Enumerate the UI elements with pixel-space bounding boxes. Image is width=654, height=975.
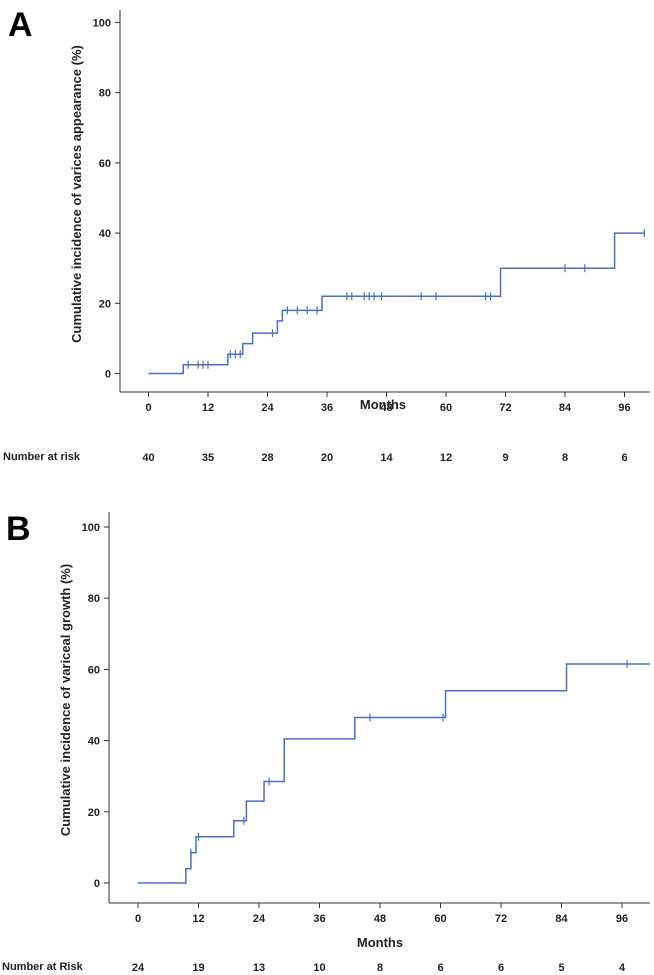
panel-a-x-tick-label: 12 xyxy=(202,402,214,414)
panel-b-risk-label: Number at Risk xyxy=(2,961,84,973)
panel-b-x-tick-label: 84 xyxy=(555,913,568,925)
panel-a-y-axis-title: Cumulative incidence of varices appearan… xyxy=(69,45,84,343)
panel-b-y-tick-label: 80 xyxy=(88,593,100,605)
panel-b-x-tick-label: 60 xyxy=(434,913,446,925)
panel-b-y-tick-label: 100 xyxy=(82,522,100,534)
panel-b-risk-value: 6 xyxy=(498,962,504,974)
panel-b-y-tick-label: 20 xyxy=(88,807,100,819)
panel-b-x-tick-label: 48 xyxy=(374,913,386,925)
panel-b-y-tick-label: 0 xyxy=(94,878,100,890)
panel-b-risk-value: 4 xyxy=(619,962,626,974)
panel-a-x-tick-label: 48 xyxy=(380,402,392,414)
panel-b-risk-value: 5 xyxy=(558,962,564,974)
panel-b-label: B xyxy=(6,510,31,548)
panel-a-label: A xyxy=(8,6,33,44)
panel-a-x-tick-label: 84 xyxy=(559,402,572,414)
panel-b-x-tick-label: 96 xyxy=(616,913,628,925)
panel-a-x-tick-label: 36 xyxy=(321,402,333,414)
panel-a-y-tick-label: 100 xyxy=(93,18,111,30)
panel-b-x-axis-title: Months xyxy=(357,935,403,950)
panel-a-risk-value: 20 xyxy=(321,452,333,464)
panel-b-x-tick-label: 24 xyxy=(253,913,266,925)
panel-b-risk-value: 8 xyxy=(377,962,383,974)
panel-b-risk-value: 19 xyxy=(192,962,204,974)
panel-a-x-tick-label: 72 xyxy=(499,402,511,414)
panel-b-x-tick-label: 0 xyxy=(135,913,141,925)
panel-a-risk-value: 28 xyxy=(261,452,273,464)
panel-a-y-tick-label: 60 xyxy=(99,158,111,170)
panel-a-risk-value: 35 xyxy=(202,452,214,464)
panel-a-risk-value: 9 xyxy=(502,452,508,464)
panel-b-x-tick-label: 36 xyxy=(313,913,325,925)
panel-a-y-tick-label: 0 xyxy=(105,369,111,381)
panel-a: A Cumulative incidence of varices appear… xyxy=(3,6,650,464)
panel-b-y-tick-label: 60 xyxy=(88,664,100,676)
panel-a-incidence-curve xyxy=(148,232,645,375)
panel-a-risk-value: 12 xyxy=(440,452,452,464)
panel-a-x-tick-label: 60 xyxy=(440,402,452,414)
panel-a-y-tick-label: 40 xyxy=(99,228,111,240)
panel-b-risk-value: 6 xyxy=(437,962,443,974)
panel-b: B Cumulative incidence of variceal growt… xyxy=(2,510,650,974)
panel-a-y-tick-label: 20 xyxy=(99,298,111,310)
panel-b-y-axis-title: Cumulative incidence of variceal growth … xyxy=(58,564,73,836)
panel-b-x-tick-label: 12 xyxy=(192,913,204,925)
panel-b-risk-value: 24 xyxy=(132,962,145,974)
panel-b-y-tick-label: 40 xyxy=(88,736,100,748)
panel-b-x-tick-label: 72 xyxy=(495,913,507,925)
panel-a-x-tick-label: 24 xyxy=(261,402,274,414)
panel-a-risk-label: Number at risk xyxy=(3,451,81,463)
panel-a-risk-value: 6 xyxy=(621,452,627,464)
panel-a-y-tick-label: 80 xyxy=(99,88,111,100)
panel-a-risk-value: 8 xyxy=(562,452,568,464)
panel-a-x-tick-label: 96 xyxy=(618,402,630,414)
panel-a-risk-value: 14 xyxy=(380,452,393,464)
panel-a-x-tick-label: 0 xyxy=(145,402,151,414)
panel-a-risk-value: 40 xyxy=(142,452,154,464)
panel-b-risk-value: 10 xyxy=(313,962,325,974)
panel-a-x-axis-title: Months xyxy=(360,397,406,412)
panel-b-risk-value: 13 xyxy=(253,962,265,974)
panel-b-incidence-curve xyxy=(138,663,650,884)
